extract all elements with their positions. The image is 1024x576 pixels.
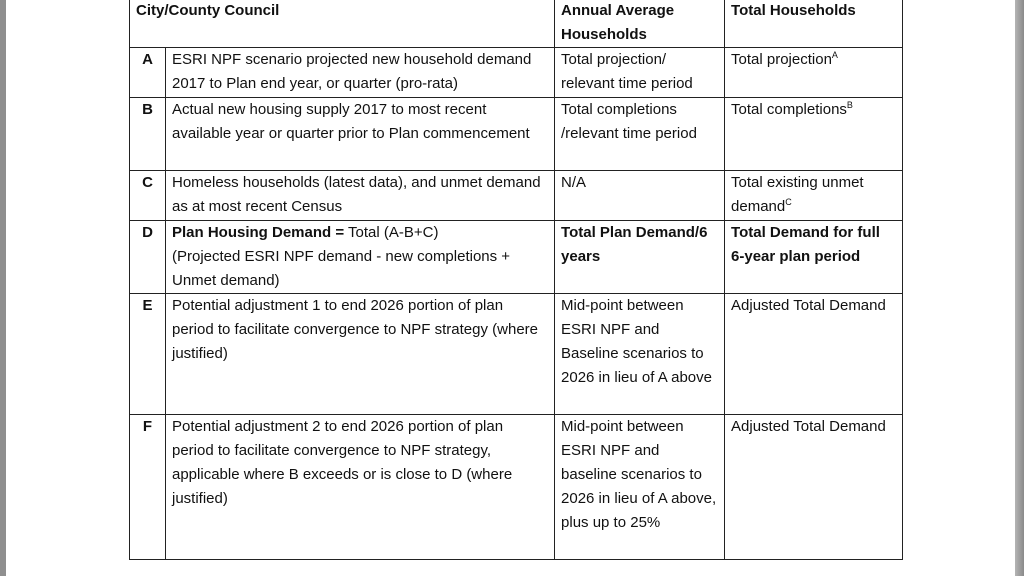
row-annual: Mid-point between ESRI NPF and Baseline …	[554, 293, 726, 415]
row-description: Potential adjustment 2 to end 2026 porti…	[164, 414, 556, 560]
table-row: F Potential adjustment 2 to end 2026 por…	[129, 414, 904, 560]
row-total: Adjusted Total Demand	[724, 293, 904, 415]
row-description: Plan Housing Demand = Total (A-B+C) (Proj…	[164, 220, 556, 294]
row-description-detail: (Projected ESRI NPF demand - new complet…	[172, 248, 511, 289]
table-row: D Plan Housing Demand = Total (A-B+C) (Pr…	[129, 220, 904, 294]
row-total-text: Total projection	[731, 51, 832, 68]
footnote-marker: C	[785, 197, 792, 207]
document-page: City/County Council Annual Average House…	[6, 0, 1015, 576]
row-id: D	[129, 220, 166, 294]
row-description: ESRI NPF scenario projected new househol…	[164, 47, 556, 98]
row-id: C	[129, 170, 166, 221]
table-row: B Actual new housing supply 2017 to most…	[129, 97, 904, 171]
header-total-households: Total Households	[724, 0, 904, 48]
row-annual: Total completions /relevant time period	[554, 97, 726, 171]
row-id: B	[129, 97, 166, 171]
row-total: Total existing unmet demandC	[724, 170, 904, 221]
row-description: Actual new housing supply 2017 to most r…	[164, 97, 556, 171]
row-description: Homeless households (latest data), and u…	[164, 170, 556, 221]
row-total-text: Total existing unmet demand	[731, 174, 864, 215]
row-description: Potential adjustment 1 to end 2026 porti…	[164, 293, 556, 415]
table-row: A ESRI NPF scenario projected new househ…	[129, 47, 904, 98]
header-council: City/County Council	[128, 0, 556, 48]
row-total: Adjusted Total Demand	[724, 414, 904, 560]
row-total: Total completionsB	[724, 97, 904, 171]
footnote-marker: B	[846, 100, 853, 110]
row-total: Total projectionA	[724, 47, 904, 98]
housing-demand-table: City/County Council Annual Average House…	[128, 0, 904, 560]
row-description-formula: Total (A-B+C)	[344, 224, 439, 241]
header-annual-average: Annual Average Households	[554, 0, 726, 48]
row-id: F	[129, 414, 166, 560]
table-header-row: City/County Council Annual Average House…	[128, 0, 904, 48]
row-annual: Total Plan Demand/6 years	[554, 220, 726, 294]
row-annual: Mid-point between ESRI NPF and baseline …	[554, 414, 726, 560]
row-id: E	[129, 293, 166, 415]
footnote-marker: A	[831, 50, 838, 60]
table-row: C Homeless households (latest data), and…	[129, 170, 904, 221]
row-total: Total Demand for full 6-year plan period	[724, 220, 904, 294]
row-annual: N/A	[554, 170, 726, 221]
row-annual: Total projection/ relevant time period	[554, 47, 726, 98]
row-total-text: Total completions	[731, 101, 847, 118]
table-row: E Potential adjustment 1 to end 2026 por…	[129, 293, 904, 415]
row-description-bold: Plan Housing Demand =	[172, 224, 345, 241]
row-id: A	[129, 47, 166, 98]
page-edge-shadow	[1015, 0, 1024, 576]
